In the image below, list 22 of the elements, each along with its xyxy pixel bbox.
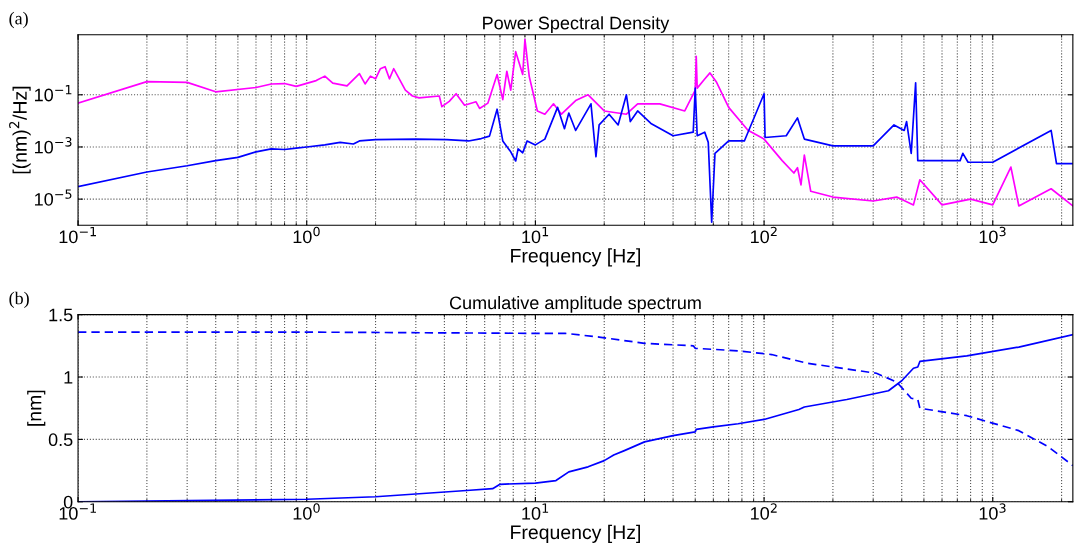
text: (b) xyxy=(9,291,29,309)
y-tick-label: 1.5 xyxy=(49,308,73,322)
y-axis-title: [(nm)$^{2}$/Hz] xyxy=(9,86,31,174)
x-tick-label: 10$^{0}$ xyxy=(293,226,320,244)
text: (a) xyxy=(9,11,28,29)
x-tick-label: 10$^{0}$ xyxy=(293,503,320,520)
y-tick-label: 10$^{−1}$ xyxy=(35,85,72,102)
x-tick-label: 10$^{2}$ xyxy=(751,503,777,520)
x-axis-title: Frequency [Hz] xyxy=(511,248,640,267)
x-tick-label: 10$^{3}$ xyxy=(979,226,1006,244)
y-tick-label: 1 xyxy=(64,371,73,384)
x-tick-label: 10$^{3}$ xyxy=(979,503,1006,520)
x-tick-label: 10$^{1}$ xyxy=(522,226,549,244)
y-axis-title: [nm] xyxy=(27,390,46,426)
y-tick-label: 10$^{−3}$ xyxy=(35,137,72,154)
y-tick-label: 10$^{−5}$ xyxy=(35,189,72,206)
x-axis-title: Frequency [Hz] xyxy=(511,524,640,543)
x-tick-label: 10$^{1}$ xyxy=(522,503,549,520)
chart-title: Cumulative amplitude spectrum xyxy=(449,296,701,313)
y-tick-label: 0.5 xyxy=(48,433,73,447)
x-tick-label: 10$^{2}$ xyxy=(751,226,777,244)
chart-title: Power Spectral Density xyxy=(483,16,670,33)
